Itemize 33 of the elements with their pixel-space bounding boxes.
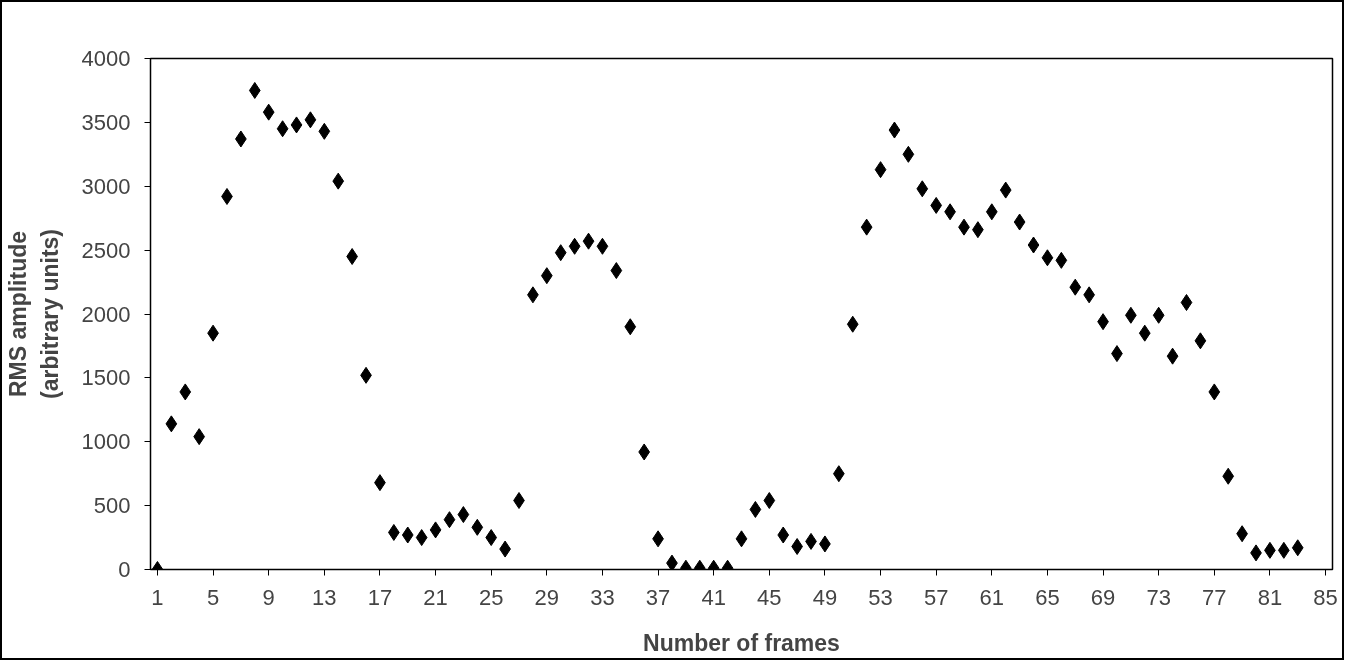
x-tick-label: 41 xyxy=(701,584,726,610)
x-tick-label: 65 xyxy=(1035,584,1060,610)
y-tick-label: 0 xyxy=(118,557,131,582)
y-tick-label: 1500 xyxy=(81,365,131,391)
x-tick-label: 29 xyxy=(534,584,560,610)
x-tick-label: 49 xyxy=(812,584,838,610)
x-tick-label: 25 xyxy=(478,584,504,610)
x-tick-label: 53 xyxy=(868,584,893,610)
y-tick-label: 2500 xyxy=(81,237,131,263)
x-tick-label: 81 xyxy=(1257,584,1283,610)
x-tick-label: 17 xyxy=(367,584,393,610)
y-tick-label: 4000 xyxy=(81,46,131,71)
x-tick-label: 37 xyxy=(645,584,671,610)
x-tick-label: 85 xyxy=(1313,584,1338,610)
x-tick-label: 73 xyxy=(1146,584,1171,610)
x-tick-label: 77 xyxy=(1202,584,1227,610)
x-tick-label: 45 xyxy=(757,584,782,610)
x-axis-title: Number of frames xyxy=(643,629,840,656)
y-tick-label: 500 xyxy=(93,493,131,519)
y-tick-label: 3000 xyxy=(81,173,131,199)
x-tick-label: 1 xyxy=(151,584,164,610)
x-tick-label: 9 xyxy=(262,584,275,610)
x-tick-label: 33 xyxy=(590,584,615,610)
y-axis-title: RMS amplitude (arbitrary units) xyxy=(5,229,63,399)
x-tick-label: 69 xyxy=(1090,584,1116,610)
x-tick-label: 21 xyxy=(423,584,448,610)
x-tick-label: 61 xyxy=(979,584,1005,610)
x-tick-label: 5 xyxy=(206,584,220,610)
y-tick-label: 3500 xyxy=(81,109,131,135)
x-tick-label: 57 xyxy=(923,584,949,610)
x-tick-label: 13 xyxy=(312,584,337,610)
y-tick-label: 1000 xyxy=(81,429,131,455)
y-tick-label: 2000 xyxy=(81,301,131,327)
